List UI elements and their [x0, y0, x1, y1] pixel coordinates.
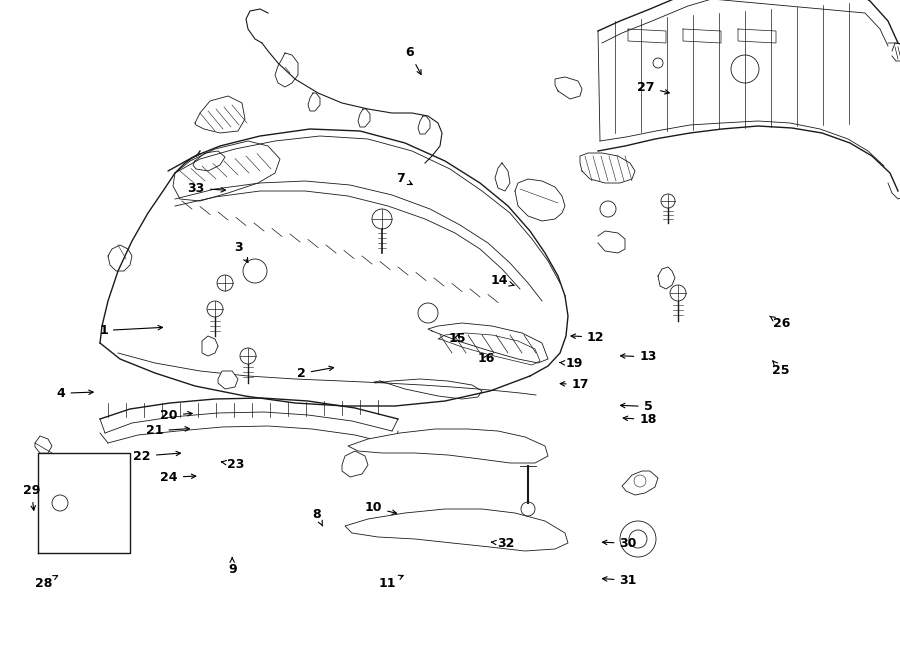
Text: 13: 13	[620, 350, 657, 364]
Text: 21: 21	[146, 424, 190, 438]
Text: 29: 29	[22, 484, 40, 510]
Polygon shape	[218, 371, 238, 389]
Text: 19: 19	[560, 357, 583, 370]
Text: 1: 1	[99, 324, 163, 337]
Text: 17: 17	[560, 378, 590, 391]
Text: 10: 10	[364, 501, 397, 514]
Text: 32: 32	[491, 537, 515, 550]
Text: 26: 26	[770, 316, 790, 330]
Text: 20: 20	[160, 408, 193, 422]
Polygon shape	[35, 436, 52, 453]
Text: 18: 18	[623, 413, 657, 426]
Text: 24: 24	[160, 471, 196, 484]
Text: 2: 2	[297, 366, 334, 380]
Text: 28: 28	[34, 576, 58, 590]
Text: 22: 22	[133, 449, 181, 463]
Polygon shape	[345, 509, 568, 551]
Text: 5: 5	[620, 400, 652, 413]
Polygon shape	[342, 451, 368, 477]
Text: 7: 7	[396, 172, 412, 185]
Text: 27: 27	[637, 81, 670, 94]
Polygon shape	[622, 471, 658, 495]
Text: 3: 3	[234, 241, 248, 262]
Text: 11: 11	[378, 575, 403, 590]
Text: 30: 30	[602, 537, 637, 550]
Polygon shape	[202, 336, 218, 356]
Text: 9: 9	[228, 557, 237, 576]
Text: 31: 31	[602, 574, 637, 587]
Text: 33: 33	[187, 182, 226, 195]
Text: 4: 4	[57, 387, 94, 400]
Text: 23: 23	[221, 457, 245, 471]
Text: 25: 25	[772, 361, 790, 377]
Text: 8: 8	[312, 508, 322, 526]
Text: 12: 12	[571, 330, 605, 344]
Text: 6: 6	[405, 46, 421, 75]
Text: 16: 16	[477, 352, 495, 365]
Text: 15: 15	[448, 332, 466, 345]
Text: 14: 14	[491, 274, 514, 288]
Polygon shape	[348, 429, 548, 463]
